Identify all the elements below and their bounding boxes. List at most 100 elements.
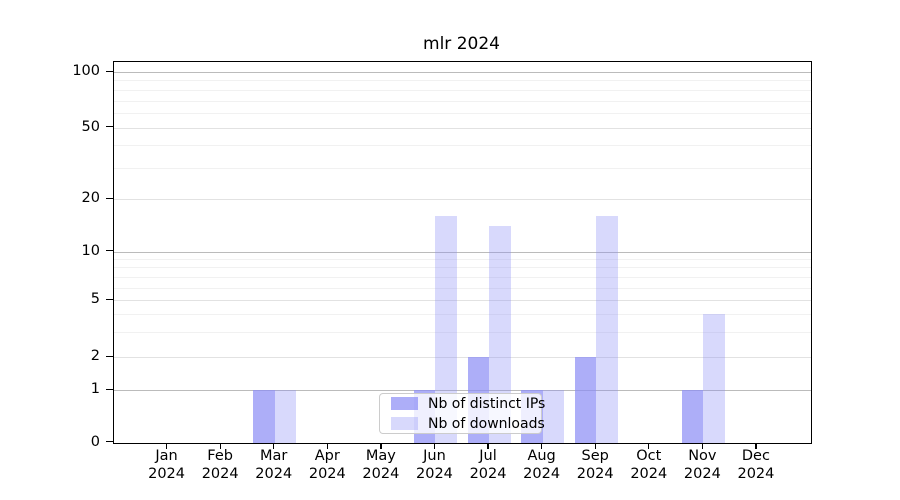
gridline-major (114, 357, 811, 358)
y-tick-label: 2 (90, 348, 100, 364)
x-tick-mark (541, 442, 543, 449)
x-tick-label: Oct 2024 (617, 447, 681, 483)
bar-downloads-mar (274, 390, 297, 443)
x-tick-year: 2024 (416, 466, 453, 482)
y-tick-label: 10 (81, 242, 100, 259)
x-tick-mark (326, 442, 328, 449)
x-tick-mark (219, 442, 221, 449)
x-tick-month: Jul (479, 448, 497, 464)
bar-ips-mar (253, 390, 275, 443)
y-tick-label: 50 (81, 118, 100, 135)
gridline-minor (114, 314, 811, 316)
y-tick-label: 1 (90, 381, 100, 398)
legend-label-downloads: Nb of downloads (428, 415, 545, 432)
x-tick-year: 2024 (630, 466, 668, 482)
x-tick-year: 2024 (469, 466, 507, 482)
x-tick-label: Apr 2024 (295, 447, 359, 483)
x-tick-month: Apr (314, 448, 340, 464)
bar-downloads-jun (435, 216, 457, 443)
x-tick-month: May (365, 448, 396, 464)
x-tick-year: 2024 (148, 466, 186, 482)
gridline-minor (114, 331, 811, 333)
gridline-minor (114, 89, 811, 91)
y-tick-label: 20 (81, 190, 100, 207)
x-tick-year: 2024 (362, 466, 400, 482)
x-tick-label: Sep 2024 (563, 447, 627, 483)
legend: Nb of distinct IPs Nb of downloads (379, 393, 545, 434)
gridline-minor (114, 145, 811, 147)
x-tick-mark (273, 442, 275, 449)
x-tick-mark (648, 442, 650, 449)
x-tick-mark (755, 442, 757, 449)
x-tick-month: Feb (207, 448, 233, 464)
x-tick-label: Jun 2024 (402, 447, 466, 483)
chart-title: mlr 2024 (423, 34, 500, 54)
x-tick-month: Oct (636, 448, 662, 464)
bar-downloads-nov (703, 314, 725, 443)
gridline-minor (114, 80, 811, 82)
y-tick-mark (106, 388, 113, 391)
y-tick-mark (106, 250, 113, 252)
x-tick-label: May 2024 (349, 447, 413, 483)
x-tick-month: Jan (155, 448, 178, 464)
x-tick-label: Dec 2024 (724, 447, 788, 483)
gridline-major (114, 199, 811, 201)
x-tick-month: Sep (581, 448, 609, 464)
gridline-minor (114, 113, 811, 115)
y-tick-mark (106, 197, 113, 200)
bar-ips-sep (574, 357, 597, 443)
y-tick-label: 0 (90, 433, 100, 450)
gridline-minor (114, 267, 811, 269)
x-tick-mark (433, 442, 436, 449)
y-tick-mark (106, 355, 113, 357)
legend-swatch-downloads (391, 417, 418, 430)
x-tick-month: Mar (260, 448, 288, 464)
legend-swatch-distinct-ips (391, 397, 418, 410)
gridline-minor (114, 287, 811, 289)
gridline-major (114, 72, 811, 73)
plot-area: Nb of distinct IPs Nb of downloads (113, 60, 812, 444)
bar-downloads-aug (542, 390, 565, 443)
y-tick-label: 5 (90, 291, 100, 308)
x-tick-label: Nov 2024 (670, 447, 734, 483)
x-tick-year: 2024 (255, 466, 293, 482)
legend-item-downloads: Nb of downloads (391, 416, 545, 432)
legend-item-distinct-ips: Nb of distinct IPs (391, 396, 545, 412)
x-tick-mark (594, 442, 596, 449)
bar-downloads-sep (596, 216, 618, 443)
gridline-minor (114, 100, 811, 102)
bar-ips-nov (681, 390, 704, 443)
gridline-major (114, 127, 811, 129)
y-tick-mark (106, 441, 113, 443)
bar-downloads-jul (489, 226, 511, 443)
x-tick-year: 2024 (576, 466, 614, 482)
x-tick-label: Jan 2024 (135, 447, 199, 483)
x-tick-label: Aug 2024 (510, 447, 574, 483)
x-tick-month: Jun (423, 448, 446, 464)
x-tick-year: 2024 (201, 466, 239, 482)
x-tick-year: 2024 (308, 466, 346, 482)
legend-label-distinct-ips: Nb of distinct IPs (428, 395, 546, 412)
x-tick-mark (487, 442, 489, 449)
x-tick-year: 2024 (683, 466, 721, 482)
y-tick-mark (106, 70, 113, 72)
x-tick-mark (165, 442, 168, 449)
x-tick-label: Feb 2024 (188, 447, 252, 483)
gridline-major (114, 390, 811, 392)
y-tick-label: 100 (72, 63, 100, 79)
gridline-minor (114, 167, 811, 169)
x-tick-label: Mar 2024 (242, 447, 306, 483)
x-tick-mark (701, 442, 704, 449)
x-tick-mark (380, 442, 382, 449)
x-tick-month: Aug (527, 448, 556, 464)
gridline-minor (114, 259, 811, 261)
x-tick-year: 2024 (737, 466, 775, 482)
x-tick-year: 2024 (523, 466, 561, 482)
y-tick-mark (106, 298, 113, 301)
x-tick-month: Dec (741, 448, 770, 464)
x-tick-label: Jul 2024 (456, 447, 520, 483)
gridline-major (114, 300, 811, 302)
x-tick-month: Nov (688, 448, 717, 464)
gridline-major (114, 251, 811, 253)
